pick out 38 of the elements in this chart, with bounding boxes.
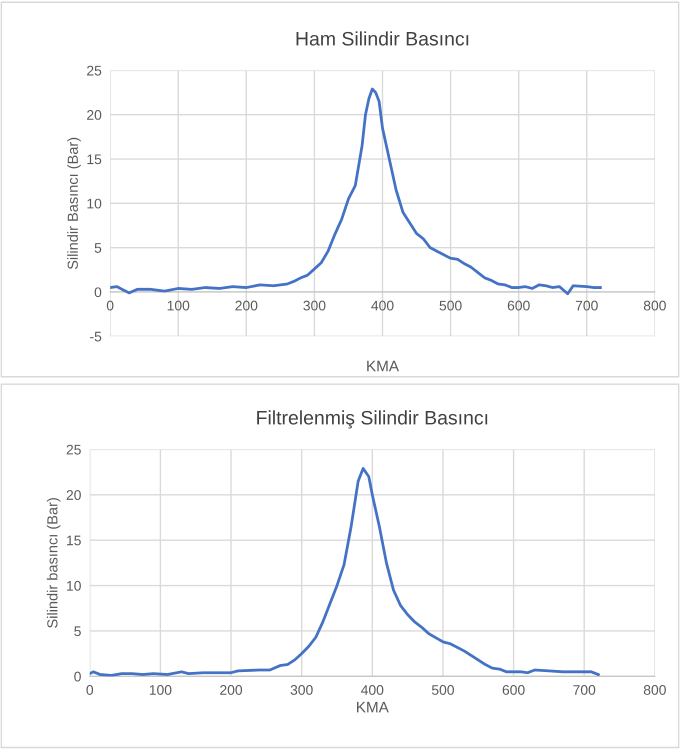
x-axis-title: KMA — [357, 702, 389, 712]
line-series — [110, 88, 602, 296]
y-tick-label: 5 — [74, 626, 81, 636]
x-tick-label: 300 — [303, 300, 326, 311]
y-axis-title: Silindir Basıncı (Bar) — [67, 138, 81, 270]
y-tick-label: 20 — [87, 110, 102, 120]
y-tick-label: 0 — [74, 672, 81, 682]
x-tick-label: 100 — [150, 685, 172, 695]
x-tick-label: 800 — [644, 685, 666, 695]
x-tick-label: 300 — [290, 685, 313, 695]
y-axis-title: Silindir basıncı (Bar) — [46, 498, 60, 628]
x-axis-title: KMA — [367, 360, 400, 372]
x-tick-label: 400 — [361, 685, 384, 695]
x-tick-label: 600 — [508, 300, 530, 311]
x-tick-label: 700 — [576, 300, 598, 311]
x-tick-label: 500 — [440, 300, 462, 311]
x-tick-label: 600 — [502, 685, 525, 695]
y-tick-label: 10 — [67, 580, 81, 591]
x-tick-label: 700 — [573, 685, 596, 695]
x-tick-label: 800 — [644, 300, 666, 311]
y-tick-label: 25 — [87, 66, 102, 76]
line-series — [90, 467, 600, 676]
y-tick-label: 10 — [87, 198, 102, 209]
x-tick-label: 100 — [168, 300, 190, 311]
chart-title: Ham Silindir Basıncı — [296, 31, 468, 46]
y-tick-label: 15 — [67, 536, 81, 546]
x-tick-label: 200 — [220, 685, 242, 695]
x-tick-label: 0 — [106, 300, 114, 311]
x-tick-label: 400 — [371, 300, 394, 311]
y-tick-label: 5 — [94, 243, 102, 253]
chart-title: Filtrelenmiş Silindir Basıncı — [257, 410, 488, 429]
x-tick-label: 500 — [432, 685, 454, 695]
y-tick-label: 15 — [87, 154, 102, 164]
y-tick-label: 0 — [94, 287, 102, 298]
y-tick-label: 25 — [66, 444, 81, 455]
y-tick-label: 20 — [66, 490, 81, 500]
y-tick-label: -5 — [90, 332, 102, 342]
x-tick-label: 200 — [235, 300, 258, 311]
